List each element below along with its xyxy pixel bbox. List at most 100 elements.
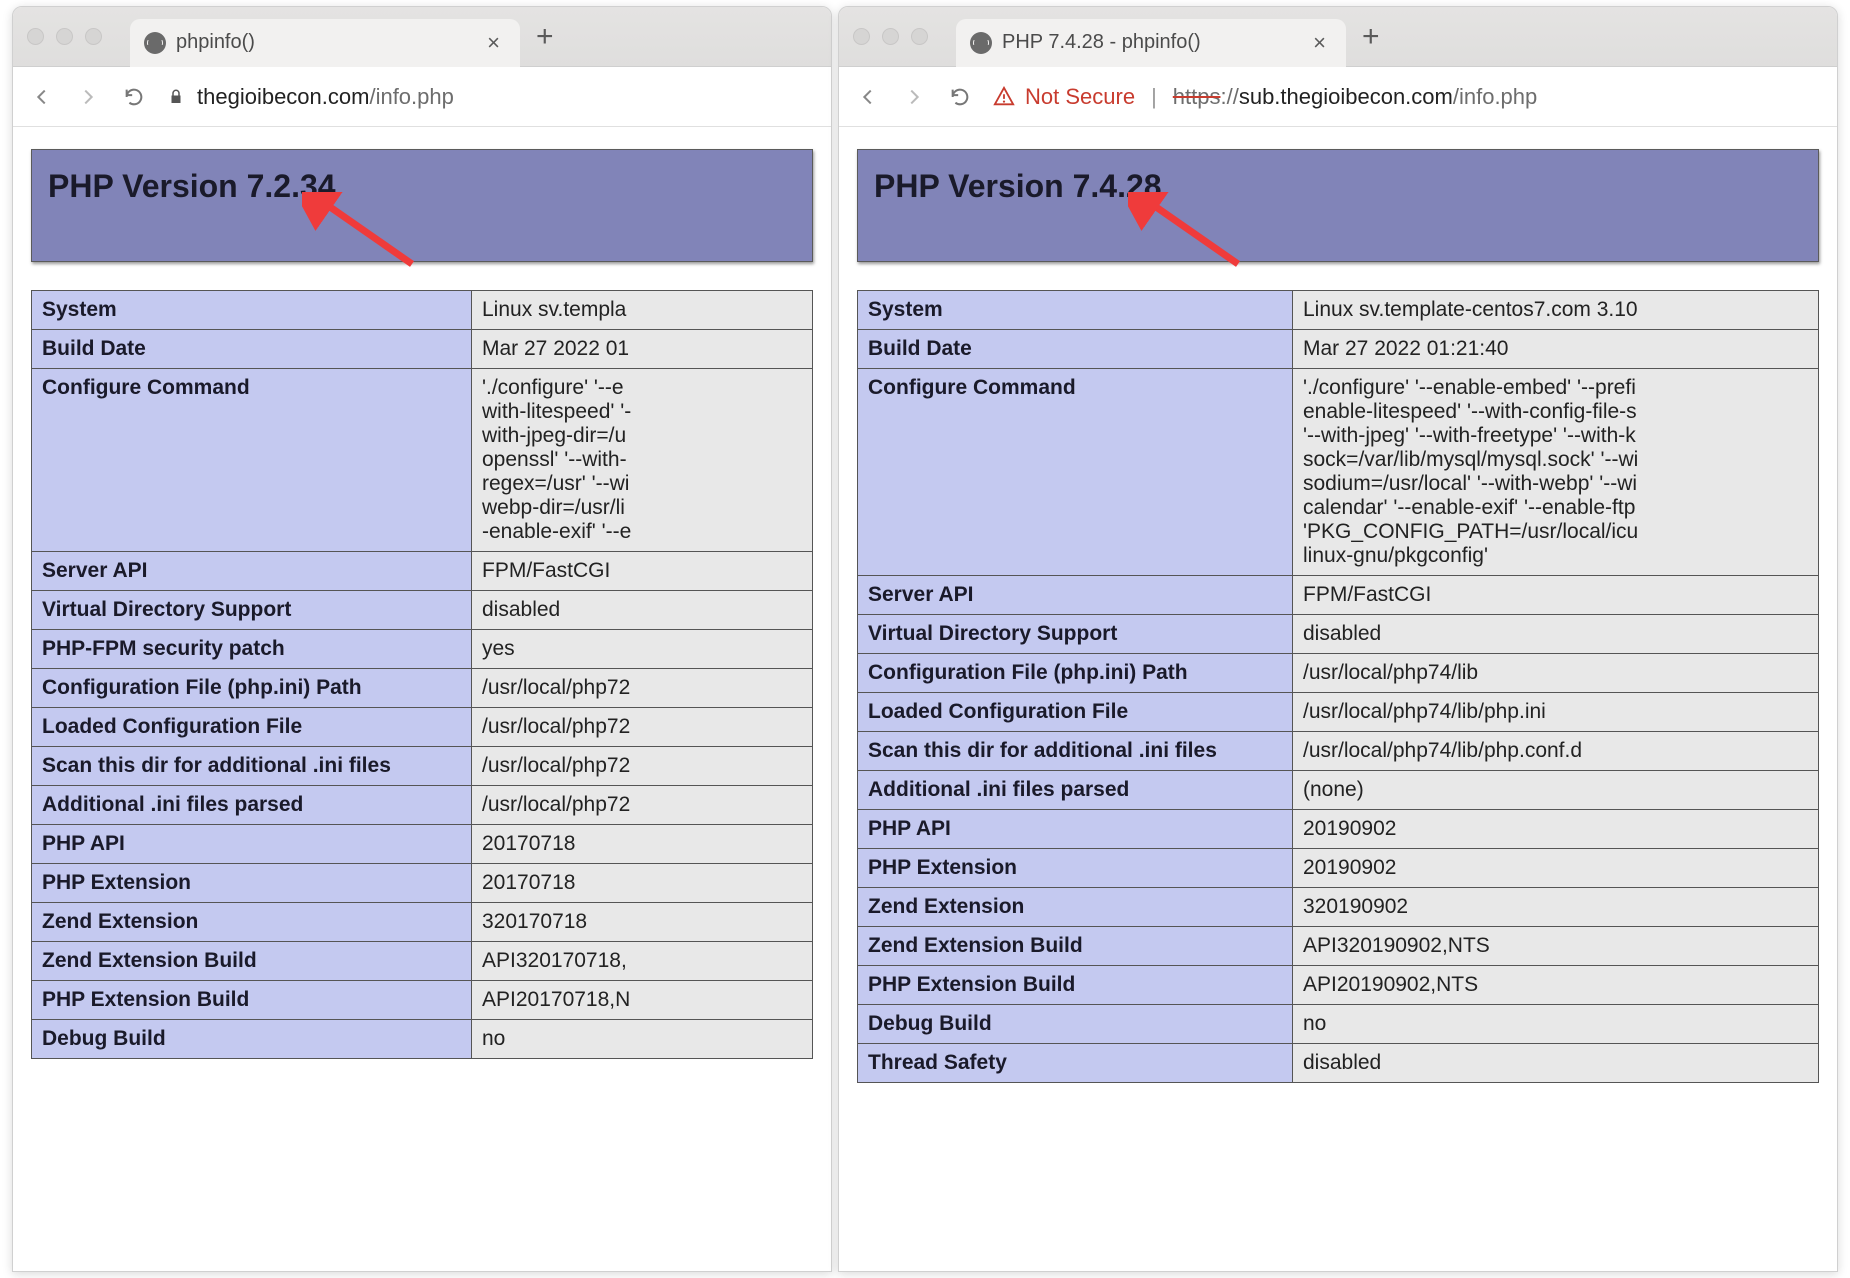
minimize-dot[interactable]: [882, 28, 899, 45]
row-value: 20190902: [1293, 849, 1819, 888]
zoom-dot[interactable]: [85, 28, 102, 45]
table-row: PHP Extension BuildAPI20190902,NTS: [858, 966, 1819, 1005]
row-value: API320170718,: [472, 942, 813, 981]
minimize-dot[interactable]: [56, 28, 73, 45]
row-label: Loaded Configuration File: [858, 693, 1293, 732]
table-row: Server APIFPM/FastCGI: [32, 552, 813, 591]
lock-icon: [167, 88, 185, 106]
row-label: Configuration File (php.ini) Path: [858, 654, 1293, 693]
row-label: PHP Extension Build: [858, 966, 1293, 1005]
table-row: Additional .ini files parsed/usr/local/p…: [32, 786, 813, 825]
row-label: Zend Extension: [858, 888, 1293, 927]
new-tab-button[interactable]: +: [1346, 20, 1396, 54]
toolbar: thegioibecon.com/info.php: [13, 67, 831, 127]
address-bar[interactable]: Not Secure | https://sub.thegioibecon.co…: [993, 84, 1821, 110]
address-bar[interactable]: thegioibecon.com/info.php: [167, 84, 815, 110]
row-label: Zend Extension Build: [858, 927, 1293, 966]
page-content: PHP Version 7.2.34 SystemLinux sv.templa…: [13, 127, 831, 1059]
php-version-text: PHP Version 7.2.34: [48, 168, 336, 204]
row-value: API20190902,NTS: [1293, 966, 1819, 1005]
row-label: Zend Extension: [32, 903, 472, 942]
forward-button[interactable]: [901, 84, 927, 110]
annotation-arrow-icon: [302, 192, 422, 272]
row-label: Additional .ini files parsed: [32, 786, 472, 825]
back-button[interactable]: [855, 84, 881, 110]
back-button[interactable]: [29, 84, 55, 110]
row-label: Additional .ini files parsed: [858, 771, 1293, 810]
table-row: PHP API20190902: [858, 810, 1819, 849]
table-row: Server APIFPM/FastCGI: [858, 576, 1819, 615]
warning-icon: [993, 86, 1015, 108]
row-value: /usr/local/php72: [472, 786, 813, 825]
reload-button[interactable]: [947, 84, 973, 110]
row-label: Debug Build: [858, 1005, 1293, 1044]
row-value: disabled: [472, 591, 813, 630]
table-row: Scan this dir for additional .ini files/…: [32, 747, 813, 786]
row-label: Thread Safety: [858, 1044, 1293, 1083]
row-label: System: [32, 291, 472, 330]
titlebar: PHP 7.4.28 - phpinfo() × +: [839, 7, 1837, 67]
table-row: Virtual Directory Supportdisabled: [32, 591, 813, 630]
forward-button[interactable]: [75, 84, 101, 110]
row-value: Mar 27 2022 01:21:40: [1293, 330, 1819, 369]
table-row: PHP Extension20170718: [32, 864, 813, 903]
reload-button[interactable]: [121, 84, 147, 110]
browser-tab[interactable]: PHP 7.4.28 - phpinfo() ×: [956, 19, 1346, 67]
table-row: Virtual Directory Supportdisabled: [858, 615, 1819, 654]
row-value: 20190902: [1293, 810, 1819, 849]
table-row: Configuration File (php.ini) Path/usr/lo…: [858, 654, 1819, 693]
tab-title: phpinfo(): [176, 31, 471, 54]
row-label: PHP Extension Build: [32, 981, 472, 1020]
table-row: Thread Safetydisabled: [858, 1044, 1819, 1083]
table-row: Scan this dir for additional .ini files/…: [858, 732, 1819, 771]
page-content: PHP Version 7.4.28 SystemLinux sv.templa…: [839, 127, 1837, 1083]
row-label: Configuration File (php.ini) Path: [32, 669, 472, 708]
table-row: Zend Extension BuildAPI320170718,: [32, 942, 813, 981]
table-row: Zend Extension320170718: [32, 903, 813, 942]
row-label: Debug Build: [32, 1020, 472, 1059]
php-version-header: PHP Version 7.4.28: [857, 149, 1819, 262]
zoom-dot[interactable]: [911, 28, 928, 45]
new-tab-button[interactable]: +: [520, 20, 570, 54]
table-row: PHP API20170718: [32, 825, 813, 864]
browser-window-right: PHP 7.4.28 - phpinfo() × + Not Secure | …: [838, 6, 1838, 1272]
table-row: Zend Extension BuildAPI320190902,NTS: [858, 927, 1819, 966]
row-value: disabled: [1293, 1044, 1819, 1083]
row-value: 320170718: [472, 903, 813, 942]
table-row: PHP Extension20190902: [858, 849, 1819, 888]
row-value: './configure' '--enable-embed' '--prefi …: [1293, 369, 1819, 576]
row-label: Server API: [858, 576, 1293, 615]
row-value: /usr/local/php72: [472, 747, 813, 786]
row-value: './configure' '--e with-litespeed' '- wi…: [472, 369, 813, 552]
browser-tab[interactable]: phpinfo() ×: [130, 19, 520, 67]
traffic-lights: [27, 28, 102, 45]
row-value: API20170718,N: [472, 981, 813, 1020]
toolbar: Not Secure | https://sub.thegioibecon.co…: [839, 67, 1837, 127]
tab-close-icon[interactable]: ×: [481, 30, 506, 56]
row-value: Mar 27 2022 01: [472, 330, 813, 369]
table-row: Build DateMar 27 2022 01:21:40: [858, 330, 1819, 369]
row-value: /usr/local/php72: [472, 708, 813, 747]
row-label: System: [858, 291, 1293, 330]
table-row: Configuration File (php.ini) Path/usr/lo…: [32, 669, 813, 708]
row-label: Zend Extension Build: [32, 942, 472, 981]
close-dot[interactable]: [27, 28, 44, 45]
row-label: Virtual Directory Support: [858, 615, 1293, 654]
row-value: /usr/local/php74/lib/php.ini: [1293, 693, 1819, 732]
table-row: Zend Extension320190902: [858, 888, 1819, 927]
row-value: 320190902: [1293, 888, 1819, 927]
table-row: PHP-FPM security patchyes: [32, 630, 813, 669]
row-label: PHP Extension: [32, 864, 472, 903]
table-row: Loaded Configuration File/usr/local/php7…: [32, 708, 813, 747]
url-host: thegioibecon.com: [197, 84, 369, 109]
not-secure-badge[interactable]: Not Secure: [993, 84, 1135, 110]
row-label: Loaded Configuration File: [32, 708, 472, 747]
row-value: /usr/local/php74/lib: [1293, 654, 1819, 693]
row-value: no: [1293, 1005, 1819, 1044]
close-dot[interactable]: [853, 28, 870, 45]
row-value: Linux sv.templa: [472, 291, 813, 330]
browser-window-left: phpinfo() × + thegioibecon.com/info.php …: [12, 6, 832, 1272]
row-value: /usr/local/php72: [472, 669, 813, 708]
tab-close-icon[interactable]: ×: [1307, 30, 1332, 56]
phpinfo-table: SystemLinux sv.templaBuild DateMar 27 20…: [31, 290, 813, 1059]
